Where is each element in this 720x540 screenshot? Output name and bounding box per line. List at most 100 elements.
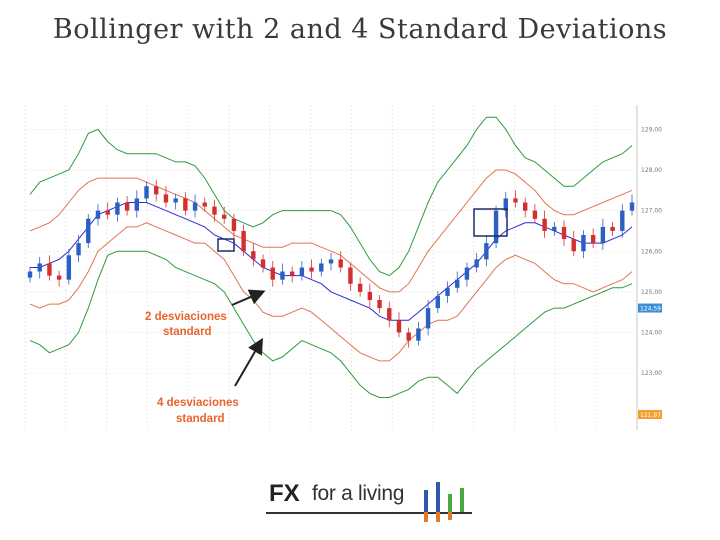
candle-body-51 [522, 202, 528, 211]
outer-band-arrow [234, 337, 264, 387]
candle-15 [173, 193, 178, 210]
candle-body-34 [357, 283, 363, 292]
price-tick-label-0: 129,00 [641, 126, 662, 133]
candle-36 [377, 295, 382, 313]
highlight-box-right [473, 208, 508, 237]
outer-band-label-line1: 4 desviaciones [157, 397, 239, 409]
candle-48 [493, 205, 499, 248]
candle-body-60 [610, 226, 615, 231]
candle-body-49 [503, 198, 508, 211]
price-tag-bg-0 [638, 303, 662, 313]
inner-band-label-line1: 2 desviaciones [145, 311, 227, 323]
outer-band-label-line2: standard [176, 413, 225, 425]
candle-body-58 [590, 235, 596, 244]
candle-13 [154, 179, 159, 202]
candle-body-30 [319, 263, 324, 272]
candle-body-53 [542, 218, 547, 231]
candle-body-41 [425, 308, 431, 329]
candle-43 [445, 281, 450, 303]
candle-26 [280, 263, 285, 285]
candle-body-28 [299, 267, 305, 276]
candle-body-36 [377, 300, 382, 309]
candle-body-50 [513, 198, 518, 203]
candle-body-18 [202, 202, 207, 207]
candle-28 [299, 261, 305, 281]
candle-body-44 [455, 279, 460, 288]
candle-22 [241, 224, 246, 257]
candle-9 [115, 197, 120, 222]
candle-body-7 [95, 210, 101, 219]
price-axis: 129,00 128,00 127,00 126,00 125,00 124,00 123,… [636, 105, 662, 430]
fx-for-a-living-logo: FX for a living [266, 478, 486, 526]
candle-body-47 [484, 243, 489, 260]
inner-band-label-line2: standard [163, 326, 212, 338]
candle-18 [202, 197, 207, 212]
price-tag-label-0: 124,59 [640, 306, 661, 313]
candle-body-0 [27, 271, 33, 278]
candle-14 [163, 186, 169, 208]
candle-body-62 [629, 202, 635, 211]
logo-bar-3 [448, 494, 452, 512]
candle-body-12 [144, 186, 149, 199]
bollinger-chart: 129,00 128,00 127,00 126,00 125,00 124,00 123,… [24, 105, 662, 430]
candle-body-13 [154, 186, 159, 195]
candle-body-59 [600, 226, 606, 244]
candle-38 [396, 312, 402, 338]
candle-body-48 [493, 210, 499, 244]
candle-body-22 [241, 230, 246, 252]
candle-52 [532, 204, 538, 224]
candle-7 [95, 204, 101, 226]
candle-55 [561, 220, 567, 246]
candle-body-38 [396, 320, 402, 333]
inner-lower-band-line [29, 222, 633, 362]
candle-12 [144, 181, 149, 204]
candle-51 [522, 197, 528, 218]
candle-body-2 [47, 263, 52, 276]
candle-30 [319, 258, 324, 277]
candle-body-16 [183, 198, 188, 211]
candle-40 [416, 321, 421, 346]
outer-lower-band-line [29, 250, 633, 398]
candle-body-43 [445, 287, 450, 296]
logo-underline [266, 512, 472, 514]
candle-body-45 [464, 267, 470, 280]
candle-42 [435, 291, 441, 313]
candle-29 [309, 259, 314, 279]
candle-46 [474, 252, 479, 273]
candle-body-54 [552, 226, 557, 231]
logo-tagline-text: for a living [312, 482, 405, 505]
candle-body-1 [37, 263, 42, 272]
candle-8 [105, 202, 110, 220]
candle-body-27 [289, 271, 295, 276]
candle-body-29 [309, 267, 314, 272]
middle-band-line [30, 202, 633, 321]
candles [27, 179, 635, 348]
candle-body-10 [124, 202, 130, 211]
candle-body-6 [86, 218, 91, 244]
outer-upper-band-line [29, 116, 633, 277]
candle-body-39 [406, 332, 411, 341]
inner-band-arrow [231, 289, 266, 306]
candle-41 [425, 300, 431, 336]
candle-body-55 [561, 226, 567, 240]
candle-body-4 [66, 255, 72, 280]
candle-21 [231, 213, 237, 238]
candle-27 [289, 266, 295, 283]
highlight-box-left [217, 238, 235, 252]
candle-body-61 [620, 210, 625, 231]
candle-body-33 [348, 267, 353, 284]
candle-body-21 [231, 218, 237, 231]
candle-59 [600, 218, 606, 251]
candle-body-37 [387, 308, 392, 321]
logo-bar-1-tail [424, 512, 428, 522]
candle-6 [86, 213, 91, 248]
candle-56 [571, 230, 576, 257]
candle-body-17 [192, 202, 198, 211]
price-tick-label-4: 125,00 [641, 289, 662, 296]
candle-2 [47, 255, 52, 281]
candle-body-35 [367, 291, 373, 300]
candle-24 [260, 254, 266, 273]
candle-53 [542, 210, 547, 238]
candle-body-15 [173, 198, 178, 203]
slide-title: Bollinger with 2 and 4 Standard Deviatio… [52, 14, 668, 45]
